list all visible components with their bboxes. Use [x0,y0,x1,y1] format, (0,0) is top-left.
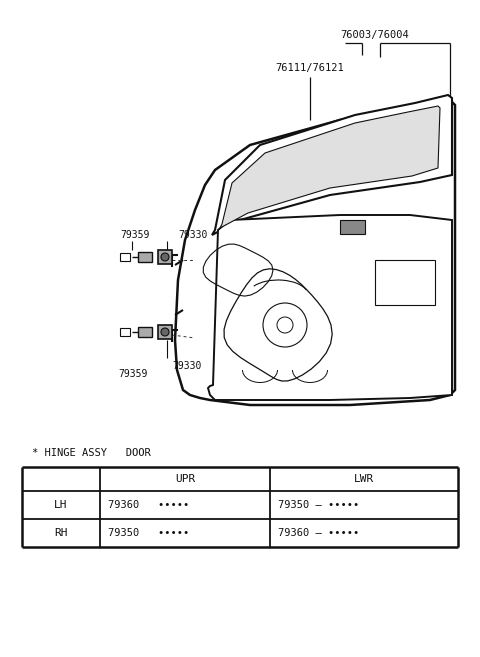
Text: 76111/76121: 76111/76121 [276,63,344,73]
Text: 79330: 79330 [178,230,207,240]
Circle shape [161,253,169,261]
Text: 79330: 79330 [172,361,202,371]
Bar [120,328,130,336]
Bar [138,252,152,262]
Circle shape [161,328,169,336]
Text: 79350   •••••: 79350 ••••• [108,528,189,538]
Bar [340,220,365,234]
Bar [158,325,172,339]
Text: 79359: 79359 [120,230,149,240]
Text: LH: LH [54,500,68,510]
Bar [120,253,130,261]
Text: 79350 – •••••: 79350 – ••••• [278,500,359,510]
Text: UPR: UPR [175,474,195,484]
Bar [138,327,152,337]
Text: 79360   •••••: 79360 ••••• [108,500,189,510]
Text: RH: RH [54,528,68,538]
Text: * HINGE ASSY   DOOR: * HINGE ASSY DOOR [32,448,151,458]
Polygon shape [175,100,455,405]
Text: LWR: LWR [354,474,374,484]
Text: 79359: 79359 [118,369,147,379]
Text: 79360 – •••••: 79360 – ••••• [278,528,359,538]
Bar [158,250,172,264]
Polygon shape [220,106,440,228]
Polygon shape [208,215,452,400]
Bar [375,260,435,305]
Text: 76003/76004: 76003/76004 [341,30,409,40]
Polygon shape [212,95,452,235]
